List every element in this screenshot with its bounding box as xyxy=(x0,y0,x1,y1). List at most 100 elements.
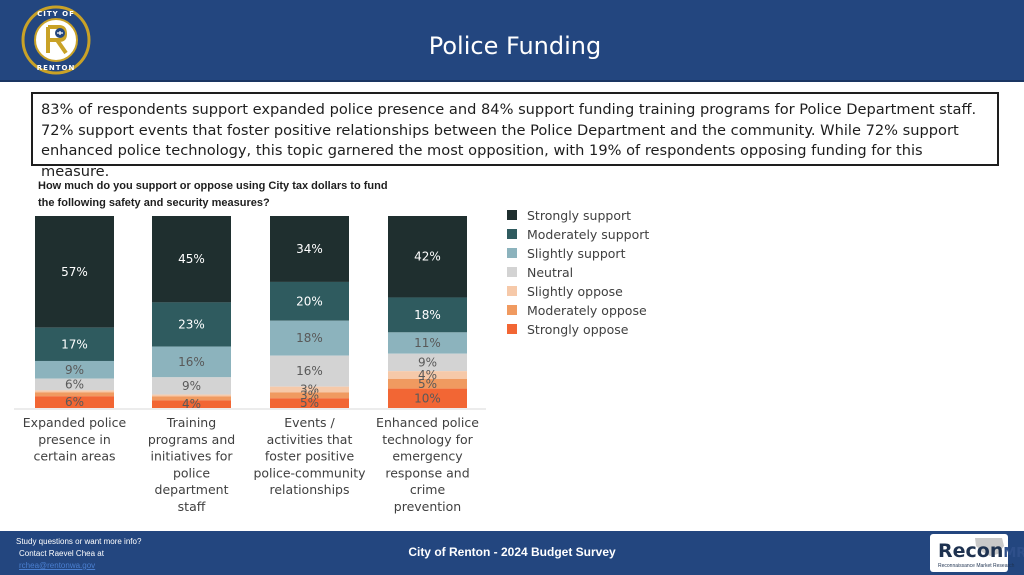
legend-label: Moderately oppose xyxy=(527,303,647,318)
bar-segment xyxy=(152,216,231,303)
page-title: Police Funding xyxy=(428,32,602,60)
bar-segment xyxy=(35,327,114,361)
bar-data-label: 9% xyxy=(65,363,84,377)
category-label: department xyxy=(155,482,229,497)
bar-data-label: 6% xyxy=(65,395,84,409)
legend-swatch xyxy=(507,286,517,296)
legend-label: Neutral xyxy=(527,265,573,280)
seal-top-text: CITY OF xyxy=(37,10,75,18)
category-label: staff xyxy=(178,499,206,514)
chart-question-line1: How much do you support or oppose using … xyxy=(38,180,388,192)
bar-data-label: 4% xyxy=(182,397,201,411)
bar-segment xyxy=(35,360,114,379)
category-label: Training xyxy=(166,415,216,430)
bar-segment xyxy=(152,346,231,378)
bar-data-label: 57% xyxy=(61,265,88,279)
bar-data-label: 17% xyxy=(61,337,88,351)
reconmr-logo-word: Recon xyxy=(938,540,1004,562)
bar-data-label: 9% xyxy=(418,355,437,369)
bar-segment xyxy=(388,388,467,408)
bar-segment xyxy=(388,297,467,333)
bar-segment xyxy=(270,386,349,393)
footer-contact-line2: Contact Raevel Chea at xyxy=(19,549,104,558)
bar-data-label: 5% xyxy=(418,377,437,391)
category-label: initiatives for xyxy=(150,449,233,464)
legend-label: Strongly oppose xyxy=(527,322,629,337)
category-label: Expanded police xyxy=(23,415,127,430)
legend-label: Slightly oppose xyxy=(527,284,623,299)
reconmr-logo: ReconMR Reconnaissance Market Research xyxy=(930,534,1024,572)
bar-data-label: 42% xyxy=(414,250,441,264)
category-label: relationships xyxy=(270,482,350,497)
bar-segment xyxy=(35,392,114,397)
bar-segment xyxy=(270,320,349,356)
seal-bottom-text: RENTON xyxy=(37,64,76,72)
bar-data-label: 5% xyxy=(300,396,319,410)
bar-segment xyxy=(270,216,349,282)
bar-segment xyxy=(152,400,231,408)
legend-swatch xyxy=(507,210,517,220)
category-label: prevention xyxy=(394,499,461,514)
legend-swatch xyxy=(507,324,517,334)
bar-data-label: 6% xyxy=(65,377,84,391)
category-label: presence in xyxy=(38,432,111,447)
bar-segment xyxy=(35,378,114,391)
header-bar: CITY OF RENTON Police Funding xyxy=(0,0,1024,82)
legend-swatch xyxy=(507,305,517,315)
footer-title: City of Renton - 2024 Budget Survey xyxy=(408,545,616,559)
legend-label: Moderately support xyxy=(527,227,649,242)
footer-contact: Study questions or want more info? Conta… xyxy=(16,536,141,572)
bar-data-label: 18% xyxy=(296,331,323,345)
legend-label: Strongly support xyxy=(527,208,631,223)
city-seal-icon: CITY OF RENTON xyxy=(21,5,91,75)
reconmr-logo-text: ReconMR xyxy=(938,540,1024,562)
reconmr-logo-icon xyxy=(930,534,1008,572)
legend-label: Slightly support xyxy=(527,246,626,261)
bar-segment xyxy=(388,378,467,389)
bar-segment xyxy=(152,394,231,397)
bar-segment xyxy=(388,216,467,298)
footer-bar: Study questions or want more info? Conta… xyxy=(0,531,1024,575)
legend-swatch xyxy=(507,229,517,239)
bar-data-label: 16% xyxy=(296,364,323,378)
category-label: Enhanced police xyxy=(376,415,479,430)
bar-data-label: 4% xyxy=(418,368,437,382)
city-logo: CITY OF RENTON xyxy=(18,5,94,75)
category-label: Events / xyxy=(284,415,335,430)
legend-swatch xyxy=(507,248,517,258)
bar-segment xyxy=(270,281,349,321)
category-label: emergency xyxy=(392,449,463,464)
bar-segment xyxy=(152,377,231,395)
bar-segment xyxy=(388,332,467,354)
bar-segment xyxy=(388,371,467,379)
bar-segment xyxy=(388,353,467,372)
bar-segment xyxy=(270,398,349,408)
bar-segment xyxy=(270,392,349,399)
category-label: certain areas xyxy=(33,449,115,464)
bar-data-label: 45% xyxy=(178,252,205,266)
chart-question-line2: the following safety and security measur… xyxy=(38,197,270,209)
chart-question: How much do you support or oppose using … xyxy=(38,178,418,212)
bar-segment xyxy=(152,396,231,401)
category-label: technology for xyxy=(382,432,473,447)
category-label: foster positive xyxy=(265,449,355,464)
bar-data-label: 10% xyxy=(414,391,441,405)
bar-data-label: 20% xyxy=(296,294,323,308)
footer-contact-line1: Study questions or want more info? xyxy=(16,537,142,546)
bar-data-label: 9% xyxy=(182,379,201,393)
category-label: crime xyxy=(410,482,446,497)
bar-segment xyxy=(35,390,114,393)
bar-segment xyxy=(152,302,231,347)
bar-data-label: 11% xyxy=(414,336,441,350)
bar-data-label: 16% xyxy=(178,355,205,369)
bar-data-label: 34% xyxy=(296,242,323,256)
category-label: response and xyxy=(385,465,469,480)
category-label: activities that xyxy=(267,432,353,447)
reconmr-logo-sub: Reconnaissance Market Research xyxy=(938,563,1015,569)
category-label: police-community xyxy=(253,465,366,480)
reconmr-logo-mr: MR xyxy=(1003,546,1024,561)
footer-contact-email-link[interactable]: rchea@rentonwa.gov xyxy=(19,561,96,570)
bar-data-label: 23% xyxy=(178,317,205,331)
bar-segment xyxy=(270,355,349,387)
